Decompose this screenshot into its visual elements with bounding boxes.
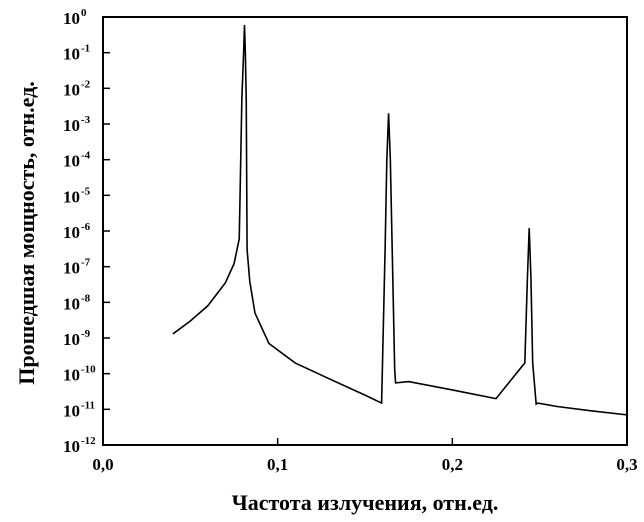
- y-tick-exponent: -12: [81, 435, 96, 447]
- y-tick-label: 10: [63, 259, 80, 278]
- y-tick-exponent: -6: [81, 221, 91, 233]
- x-axis-ticks: 0,0 0,1 0,2 0,3: [92, 438, 638, 474]
- x-tick-label: 0,3: [616, 455, 637, 474]
- y-tick-exponent: -7: [81, 257, 91, 269]
- y-tick-label: 10: [63, 437, 80, 456]
- y-tick-exponent: -11: [81, 399, 95, 411]
- y-axis-label: Прошедшая мощность, отн.ед.: [14, 81, 39, 384]
- y-tick-exponent: -8: [81, 292, 91, 304]
- y-tick-exponent: -5: [81, 185, 91, 197]
- y-tick-label: 10: [63, 187, 80, 206]
- y-tick-exponent: -1: [81, 43, 90, 55]
- y-tick-label: 10: [63, 9, 80, 28]
- y-tick-label: 10: [63, 80, 80, 99]
- x-tick-label: 0,1: [267, 455, 288, 474]
- y-tick-label: 10: [63, 152, 80, 171]
- series-line: [172, 24, 628, 416]
- y-tick-exponent: -4: [81, 150, 91, 162]
- y-tick-label: 10: [63, 401, 80, 420]
- y-tick-label: 10: [63, 223, 80, 242]
- y-tick-label: 10: [63, 116, 80, 135]
- y-tick-label: 10: [63, 366, 80, 385]
- y-tick-exponent: -3: [81, 114, 91, 126]
- x-tick-label: 0,2: [442, 455, 463, 474]
- y-axis-ticks: 10 010 -110 -210 -310 -410 -510 -610 -710 -810 -91…: [63, 7, 110, 456]
- y-tick-exponent: -10: [81, 364, 96, 376]
- y-tick-exponent: 0: [81, 7, 87, 19]
- y-tick-exponent: -2: [81, 78, 91, 90]
- y-tick-label: 10: [63, 294, 80, 313]
- x-tick-label: 0,0: [92, 455, 113, 474]
- plot-frame: [102, 16, 628, 446]
- y-tick-label: 10: [63, 330, 80, 349]
- y-tick-label: 10: [63, 45, 80, 64]
- x-axis-label: Частота излучения, отн.ед.: [232, 490, 499, 515]
- y-tick-exponent: -9: [81, 328, 91, 340]
